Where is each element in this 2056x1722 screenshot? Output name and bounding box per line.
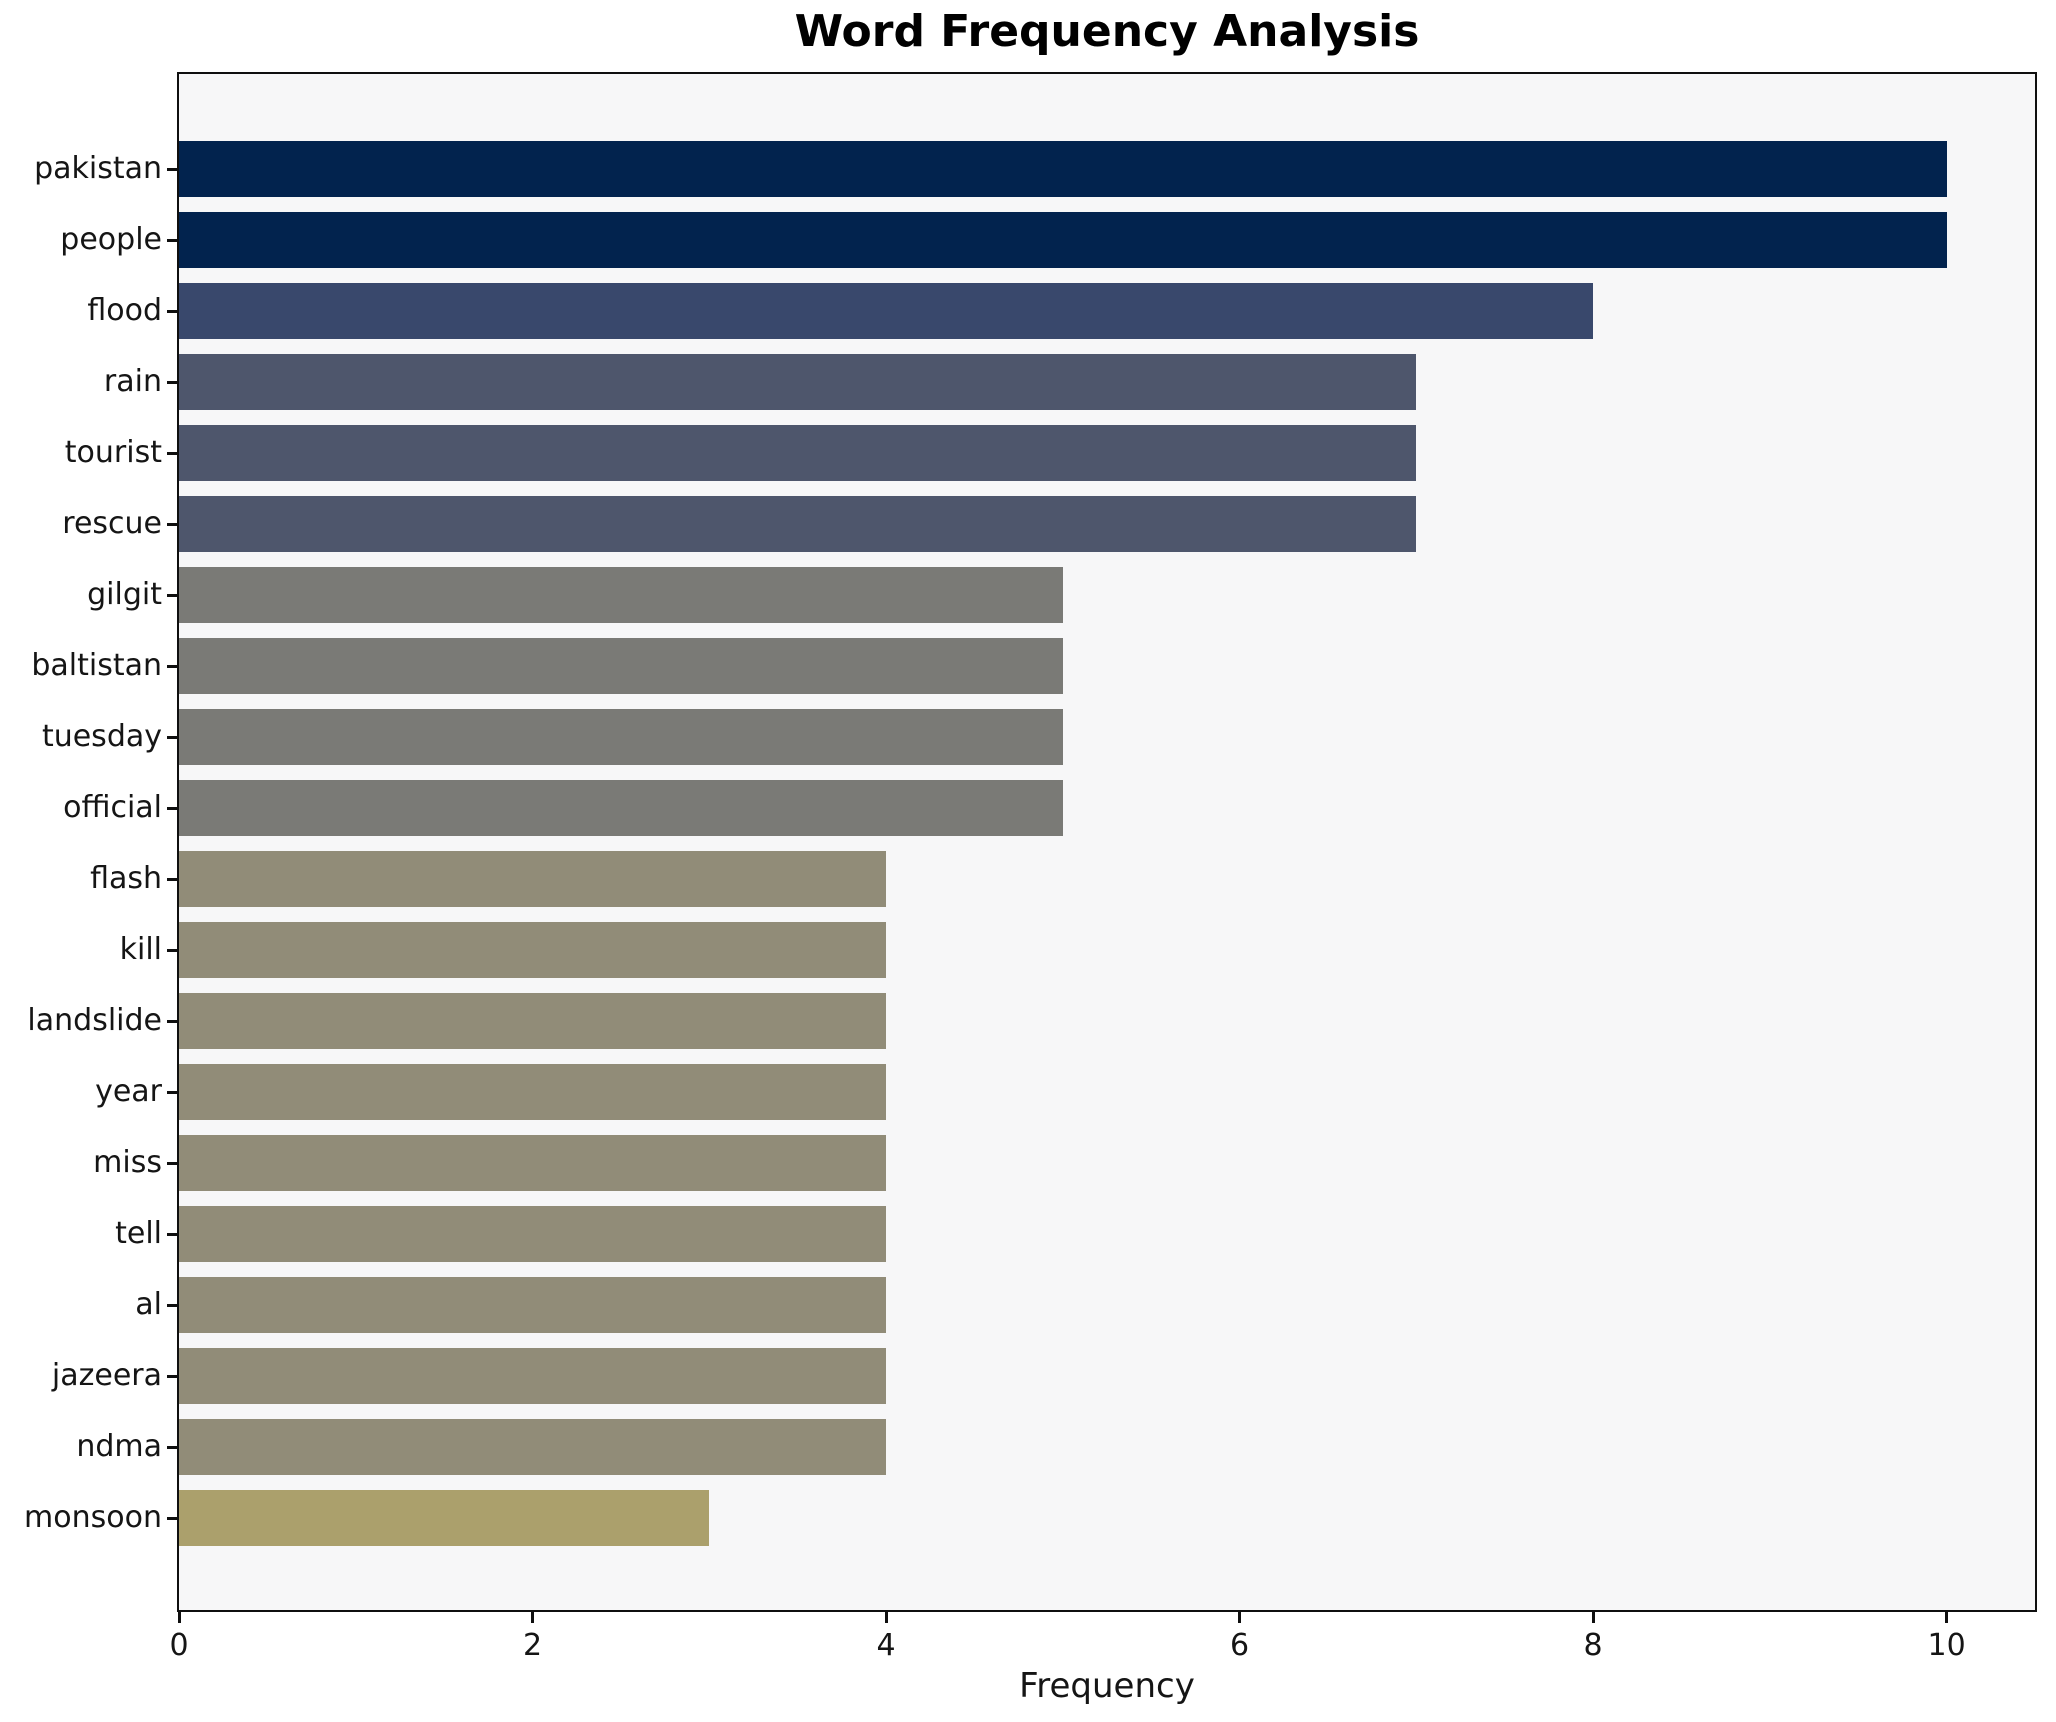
y-tick-mark (167, 735, 177, 739)
bar-tell (179, 1206, 887, 1262)
y-tick-label-flood: flood (87, 293, 162, 328)
bar-rescue (179, 496, 1417, 552)
y-tick-mark (167, 167, 177, 171)
y-tick-label-tell: tell (115, 1216, 162, 1251)
y-tick-label-people: people (60, 222, 162, 257)
bar-baltistan (179, 638, 1063, 694)
y-tick-label-flash: flash (90, 861, 162, 896)
y-tick-label-baltistan: baltistan (31, 648, 162, 683)
y-tick-mark (167, 451, 177, 455)
y-tick-mark (167, 238, 177, 242)
bar-al (179, 1277, 887, 1333)
y-tick-mark (167, 309, 177, 313)
y-tick-label-jazeera: jazeera (51, 1358, 162, 1393)
x-tick-mark (177, 1612, 181, 1623)
y-tick-mark (167, 806, 177, 810)
x-tick-mark (1591, 1612, 1595, 1623)
bar-tourist (179, 425, 1417, 481)
y-tick-label-official: official (63, 790, 162, 825)
y-tick-label-tourist: tourist (64, 435, 162, 470)
bar-rain (179, 354, 1417, 410)
bar-miss (179, 1135, 887, 1191)
bar-year (179, 1064, 887, 1120)
y-tick-mark (167, 877, 177, 881)
bar-tuesday (179, 709, 1063, 765)
x-tick-label-4: 4 (876, 1628, 896, 1663)
y-tick-label-landslide: landslide (27, 1003, 162, 1038)
bar-ndma (179, 1419, 887, 1475)
y-tick-mark (167, 948, 177, 952)
y-tick-label-tuesday: tuesday (41, 719, 162, 754)
x-tick-mark (1945, 1612, 1949, 1623)
bar-people (179, 212, 1947, 268)
plot-area (177, 72, 2037, 1612)
y-tick-label-pakistan: pakistan (34, 151, 162, 186)
y-tick-mark (167, 593, 177, 597)
bar-landslide (179, 993, 887, 1049)
y-tick-mark (167, 1090, 177, 1094)
x-tick-label-8: 8 (1583, 1628, 1603, 1663)
bar-gilgit (179, 567, 1063, 623)
y-tick-mark (167, 522, 177, 526)
x-tick-mark (1238, 1612, 1242, 1623)
x-tick-label-10: 10 (1927, 1628, 1966, 1663)
x-axis-title: Frequency (1019, 1666, 1195, 1706)
y-tick-mark (167, 1019, 177, 1023)
y-tick-mark (167, 1303, 177, 1307)
bar-official (179, 780, 1063, 836)
y-tick-mark (167, 380, 177, 384)
x-tick-label-6: 6 (1230, 1628, 1250, 1663)
y-tick-mark (167, 1232, 177, 1236)
y-tick-label-al: al (135, 1287, 162, 1322)
y-tick-mark (167, 664, 177, 668)
y-tick-mark (167, 1516, 177, 1520)
y-tick-label-miss: miss (93, 1145, 162, 1180)
x-tick-label-2: 2 (522, 1628, 543, 1663)
bar-flood (179, 283, 1594, 339)
chart-title: Word Frequency Analysis (794, 6, 1420, 57)
x-tick-mark (884, 1612, 888, 1623)
bar-flash (179, 851, 887, 907)
bar-jazeera (179, 1348, 887, 1404)
y-tick-label-gilgit: gilgit (87, 577, 162, 612)
x-tick-label-0: 0 (169, 1628, 189, 1663)
y-tick-label-rain: rain (103, 364, 162, 399)
y-tick-mark (167, 1161, 177, 1165)
y-tick-label-year: year (95, 1074, 162, 1109)
bar-pakistan (179, 141, 1947, 197)
y-tick-label-kill: kill (119, 932, 162, 967)
y-tick-mark (167, 1374, 177, 1378)
bar-kill (179, 922, 887, 978)
x-tick-mark (531, 1612, 535, 1623)
y-tick-label-monsoon: monsoon (24, 1500, 162, 1535)
y-tick-label-rescue: rescue (62, 506, 162, 541)
y-tick-label-ndma: ndma (76, 1429, 162, 1464)
y-tick-mark (167, 1445, 177, 1449)
bar-monsoon (179, 1490, 710, 1546)
